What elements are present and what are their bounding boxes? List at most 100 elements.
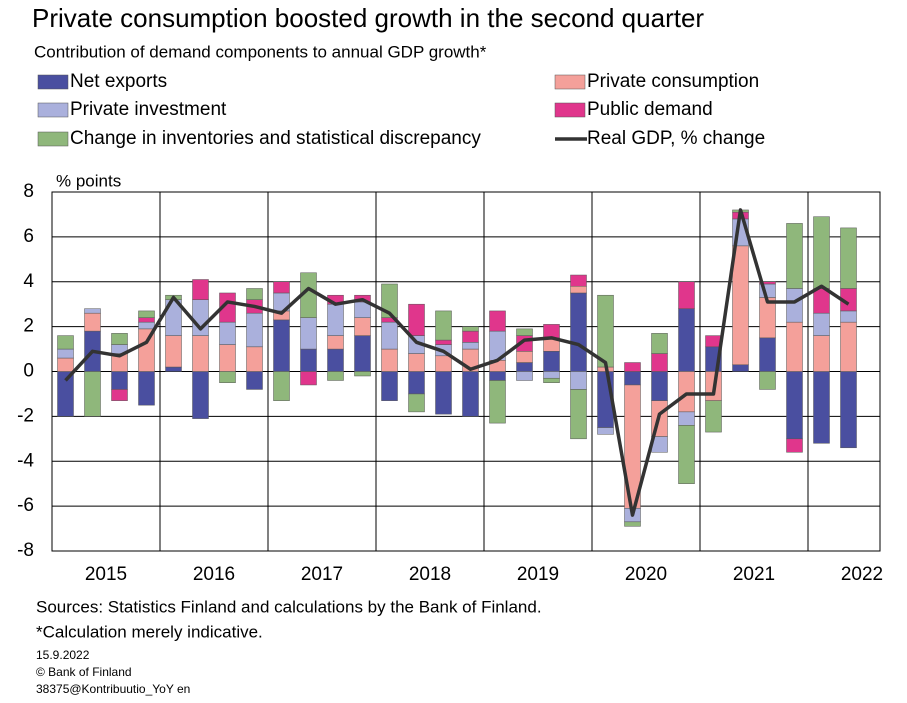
bar-segment: [570, 371, 587, 390]
bar-segment: [327, 303, 344, 336]
legend-label: Real GDP, % change: [587, 128, 765, 149]
bar-segment: [435, 339, 452, 345]
bar-segment: [138, 371, 155, 406]
legend-label: Public demand: [587, 99, 713, 120]
x-tick-label: 2015: [85, 564, 127, 585]
bar-segment: [786, 223, 803, 289]
bar-segment: [678, 371, 695, 413]
bar-segment: [408, 303, 425, 336]
bar-segment: [516, 351, 533, 363]
legend-swatch: [554, 74, 586, 90]
footer: © Bank of Finland: [36, 665, 132, 679]
bar-segment: [219, 344, 236, 372]
bar-segment: [327, 335, 344, 350]
bar-segment: [705, 400, 722, 433]
bar-segment: [300, 317, 317, 350]
bar-segment: [246, 346, 263, 372]
bar-segment: [570, 292, 587, 372]
bar-segment: [570, 274, 587, 287]
y-tick-label: -6: [17, 495, 34, 516]
note: Sources: Statistics Finland and calculat…: [36, 597, 542, 616]
bar-segment: [759, 371, 776, 390]
x-tick-label: 2016: [193, 564, 235, 585]
x-tick-label: 2020: [625, 564, 667, 585]
bar-segment: [489, 380, 506, 424]
legend-label: Change in inventories and statistical di…: [70, 128, 481, 149]
bar-segment: [57, 357, 74, 372]
bar-segment: [219, 321, 236, 345]
bar-segment: [381, 348, 398, 372]
bar-segment: [624, 362, 641, 372]
x-tick-label: 2022: [841, 564, 883, 585]
y-tick-label: 6: [23, 226, 34, 247]
bar-segment: [732, 245, 749, 366]
bar-segment: [462, 342, 479, 350]
bar-segment: [489, 371, 506, 381]
bar-segment: [489, 310, 506, 332]
bar-segment: [84, 308, 101, 314]
footer: 15.9.2022: [36, 648, 90, 662]
bar-segment: [84, 312, 101, 332]
bar-segment: [543, 351, 560, 372]
bar-segment: [246, 288, 263, 300]
bar-segment: [354, 317, 371, 336]
y-tick-label: -4: [17, 450, 34, 471]
bar-segment: [327, 371, 344, 381]
bar-segment: [651, 371, 668, 401]
y-tick-label: 2: [23, 316, 34, 337]
bar-segment: [435, 371, 452, 415]
bar-segment: [273, 281, 290, 294]
bar-segment: [111, 371, 128, 390]
bar-segment: [597, 294, 614, 368]
bar-segment: [624, 371, 641, 386]
bar-segment: [543, 371, 560, 379]
note: *Calculation merely indicative.: [36, 622, 263, 641]
bar-segment: [165, 366, 182, 372]
bar-segment: [840, 310, 857, 323]
bar-segment: [678, 281, 695, 309]
bar-segment: [543, 324, 560, 339]
bar-segment: [759, 281, 776, 285]
bar-segment: [786, 288, 803, 323]
bar-segment: [192, 279, 209, 300]
plot-border: [51, 191, 881, 552]
bar-segment: [246, 371, 263, 390]
bar-segment: [651, 353, 668, 372]
legend-swatch: [37, 131, 69, 147]
bar-segment: [138, 317, 155, 323]
y-tick-label: 8: [23, 181, 34, 202]
bar-segment: [192, 335, 209, 372]
bar-segment: [408, 353, 425, 372]
footer: 38375@Kontribuutio_YoY en: [36, 682, 190, 696]
bar-segment: [570, 389, 587, 440]
bar-segment: [543, 377, 560, 383]
legend-label: Private investment: [70, 99, 227, 120]
bar-segment: [570, 285, 587, 294]
bar-segment: [300, 371, 317, 386]
bar-segment: [138, 321, 155, 330]
bar-segment: [57, 335, 74, 350]
bar-segment: [678, 411, 695, 426]
bar-segment: [462, 330, 479, 343]
bar-segment: [516, 371, 533, 381]
y-tick-label: 4: [23, 271, 34, 292]
bar-segment: [678, 308, 695, 372]
bar-segment: [840, 227, 857, 289]
chart-title: Private consumption boosted growth in th…: [32, 3, 704, 33]
bar-segment: [138, 310, 155, 318]
bar-segment: [786, 371, 803, 440]
legend-swatch: [37, 102, 69, 118]
bar-segment: [813, 335, 830, 372]
bar-segment: [462, 371, 479, 417]
bar-segment: [516, 328, 533, 336]
bar-segment: [57, 348, 74, 359]
bar-segment: [327, 348, 344, 372]
bar-segment: [651, 333, 668, 354]
bar-segment: [273, 319, 290, 372]
y-tick-label: -8: [17, 540, 34, 561]
bar-segment: [813, 312, 830, 336]
x-tick-label: 2017: [301, 564, 343, 585]
bar-segment: [462, 326, 479, 332]
bar-segment: [381, 371, 398, 401]
